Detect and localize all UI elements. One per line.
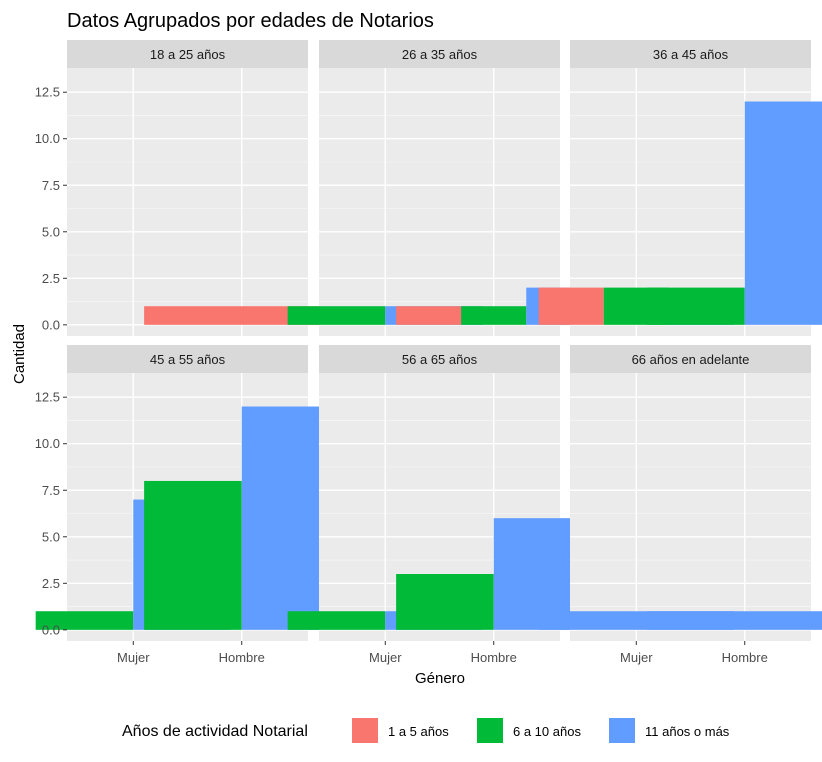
bar-hombre-1-a-5-anos: [396, 306, 462, 325]
facet-panel-45-a-55-anos: 45 a 55 años 0.0 2.5 5.0 7.5 10.0 12.5 Mujer Hom…: [35, 345, 340, 665]
x-tick-label: Hombre: [722, 650, 768, 665]
facet-strip-label: 56 a 65 años: [402, 352, 478, 367]
facet-strip: [570, 40, 811, 68]
x-tick-label: Hombre: [219, 650, 265, 665]
facet-strip-label: 26 a 35 años: [402, 47, 478, 62]
y-tick-label: 10.0: [35, 436, 60, 451]
legend-label: 6 a 10 años: [513, 724, 581, 739]
bar-hombre-6-a-10-anos: [461, 306, 527, 325]
facet-panel-36-a-45-anos: 36 a 45 años: [538, 40, 822, 336]
legend-key-1-a-5-anos: [352, 718, 378, 743]
panel-background: [570, 373, 811, 641]
legend-item-11-anos-o-mas: 11 años o más: [609, 718, 730, 743]
facet-strip: [67, 345, 308, 373]
legend-label: 1 a 5 años: [388, 724, 449, 739]
legend-label: 11 años o más: [645, 724, 730, 739]
bar-hombre-6-a-10-anos: [396, 574, 494, 630]
bar-hombre-6-a-10-anos: [144, 480, 242, 630]
legend: Años de actividad Notarial 1 a 5 años 6 a…: [122, 718, 730, 743]
facet-strip-label: 36 a 45 años: [653, 47, 729, 62]
bar-hombre-11-anos-o-mas: [744, 101, 822, 325]
y-tick-label: 0.0: [42, 317, 60, 332]
y-tick-label: 2.5: [42, 271, 60, 286]
y-tick-label: 12.5: [35, 85, 60, 100]
y-tick-label: 0.0: [42, 622, 60, 637]
x-tick-label: Mujer: [117, 650, 150, 665]
bar-mujer-6-a-10-anos: [287, 306, 386, 325]
facet-strip: [319, 345, 560, 373]
y-tick-label: 2.5: [42, 576, 60, 591]
panel-background: [319, 68, 560, 336]
bar-mujer-1-a-5-anos: [538, 287, 604, 325]
facet-panel-18-a-25-anos: 18 a 25 años 0.0 2.5 5.0 7.5 10.0 12.5: [35, 40, 340, 336]
legend-title: Años de actividad Notarial: [122, 723, 308, 740]
facet-strip: [570, 345, 811, 373]
facet-strip: [67, 40, 308, 68]
legend-item-6-a-10-anos: 6 a 10 años: [477, 718, 581, 743]
x-tick-label: Mujer: [369, 650, 402, 665]
y-tick-label: 7.5: [42, 483, 60, 498]
chart-title: Datos Agrupados por edades de Notarios: [67, 10, 434, 32]
y-tick-label: 5.0: [42, 529, 60, 544]
legend-key-6-a-10-anos: [477, 718, 503, 743]
facet-strip-label: 45 a 55 años: [150, 352, 226, 367]
x-tick-label: Mujer: [620, 650, 653, 665]
bar-hombre-11-anos-o-mas: [647, 611, 822, 630]
panels: 18 a 25 años 0.0 2.5 5.0 7.5 10.0 12.5 26 a 35 …: [35, 40, 822, 665]
y-tick-label: 10.0: [35, 131, 60, 146]
facet-strip: [319, 40, 560, 68]
legend-key-11-anos-o-mas: [609, 718, 635, 743]
facet-panel-56-a-65-anos: 56 a 65 años Mujer Hombre: [287, 345, 592, 665]
y-tick-label: 7.5: [42, 178, 60, 193]
legend-item-1-a-5-anos: 1 a 5 años: [352, 718, 449, 743]
y-tick-label: 12.5: [35, 390, 60, 405]
facet-strip-label: 66 años en adelante: [632, 352, 750, 367]
panel-background: [67, 68, 308, 336]
facet-panel-66-anos-en-adelante: 66 años en adelante Mujer Hombre: [538, 345, 822, 665]
y-axis-label: Cantidad: [11, 324, 28, 384]
bar-hombre-6-a-10-anos: [647, 287, 745, 325]
bar-mujer-6-a-10-anos: [287, 611, 386, 630]
x-tick-label: Hombre: [471, 650, 517, 665]
facet-strip-label: 18 a 25 años: [150, 47, 226, 62]
x-axis-label: Género: [415, 670, 465, 687]
facet-panel-26-a-35-anos: 26 a 35 años: [287, 40, 592, 336]
y-tick-label: 5.0: [42, 224, 60, 239]
bar-mujer-6-a-10-anos: [35, 611, 134, 630]
